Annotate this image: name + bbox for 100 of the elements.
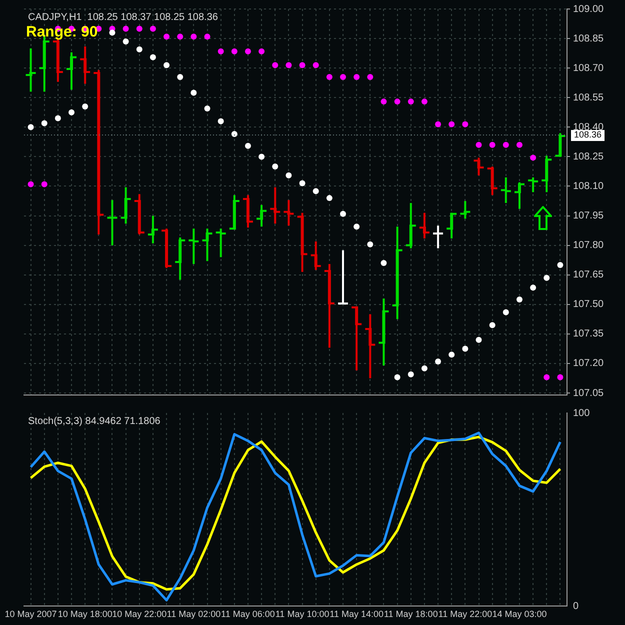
point bbox=[380, 260, 387, 266]
y-tick-label: 108.10 bbox=[573, 180, 604, 192]
point bbox=[150, 26, 156, 32]
point bbox=[286, 172, 292, 178]
point bbox=[462, 346, 468, 352]
point bbox=[516, 296, 522, 302]
point bbox=[312, 188, 319, 194]
point bbox=[299, 62, 306, 68]
point bbox=[82, 103, 88, 110]
point bbox=[557, 374, 564, 380]
point bbox=[380, 98, 387, 105]
point bbox=[408, 371, 414, 378]
point bbox=[435, 358, 442, 365]
point bbox=[204, 34, 210, 40]
point bbox=[54, 115, 61, 122]
point bbox=[312, 62, 319, 68]
point bbox=[394, 98, 400, 105]
x-tick-label: 11 May 10:00 bbox=[275, 609, 330, 620]
point bbox=[150, 54, 156, 60]
x-tick-label: 14 May 03:00 bbox=[492, 609, 547, 620]
point bbox=[136, 26, 142, 32]
y-tick-label: 108.70 bbox=[573, 62, 604, 74]
point bbox=[557, 262, 564, 268]
y-tick-label: 108.25 bbox=[573, 151, 604, 162]
point bbox=[164, 62, 170, 68]
point bbox=[421, 98, 428, 105]
point bbox=[489, 142, 496, 148]
point bbox=[272, 62, 278, 68]
point bbox=[326, 74, 332, 80]
point bbox=[177, 34, 184, 40]
point bbox=[122, 26, 129, 32]
point bbox=[530, 284, 536, 291]
annotation: Range: 90 bbox=[26, 24, 98, 41]
y-tick-label: 109.00 bbox=[573, 4, 604, 15]
point bbox=[41, 120, 48, 126]
point bbox=[28, 181, 34, 188]
x-tick-label: 11 May 14:00 bbox=[330, 609, 384, 620]
point bbox=[476, 336, 482, 343]
y-tick-label: 107.95 bbox=[573, 210, 604, 222]
point bbox=[340, 210, 346, 217]
point bbox=[231, 131, 238, 138]
point bbox=[28, 124, 34, 130]
y-tick-label: 107.35 bbox=[573, 328, 604, 340]
point bbox=[367, 74, 374, 80]
point bbox=[164, 34, 170, 40]
point bbox=[109, 30, 116, 36]
y-tick-label: 0 bbox=[573, 600, 579, 612]
x-tick-label: 10 May 22:00 bbox=[112, 609, 167, 620]
point bbox=[408, 98, 414, 105]
x-tick-label: 10 May 2007 bbox=[4, 609, 57, 620]
y-tick-label: 107.65 bbox=[573, 270, 604, 281]
y-tick-label: 107.80 bbox=[573, 240, 604, 252]
x-tick-label: 10 May 18:00 bbox=[58, 609, 112, 620]
chart-title: CADJPY,H1 108.25 108.37 108.25 108.36 bbox=[28, 12, 218, 23]
point bbox=[258, 154, 265, 160]
point bbox=[218, 48, 224, 54]
point bbox=[462, 121, 468, 128]
point bbox=[516, 142, 522, 148]
point bbox=[244, 48, 251, 54]
point bbox=[435, 121, 442, 128]
point bbox=[299, 180, 306, 186]
point bbox=[68, 109, 75, 116]
x-tick-label: 11 May 22:00 bbox=[438, 609, 492, 620]
point bbox=[136, 46, 142, 52]
point bbox=[530, 154, 536, 161]
y-tick-label: 107.20 bbox=[573, 358, 604, 370]
point bbox=[421, 365, 428, 372]
point bbox=[41, 181, 48, 188]
point bbox=[190, 90, 197, 96]
point bbox=[394, 374, 400, 380]
point bbox=[286, 62, 292, 68]
point bbox=[204, 105, 210, 112]
point bbox=[326, 195, 332, 202]
point bbox=[177, 74, 184, 80]
y-tick-label: 108.85 bbox=[573, 33, 604, 44]
point bbox=[448, 121, 455, 128]
point bbox=[244, 142, 251, 149]
y-tick-label: 108.55 bbox=[573, 92, 604, 104]
point bbox=[122, 38, 129, 44]
y-tick-label: 107.50 bbox=[573, 299, 604, 310]
point bbox=[340, 74, 346, 80]
point bbox=[544, 274, 550, 281]
point bbox=[354, 224, 360, 230]
point bbox=[476, 142, 482, 148]
chart-title: Stoch(5,3,3) 84.9462 71.1806 bbox=[28, 416, 161, 427]
point bbox=[489, 322, 496, 328]
x-tick-label: 11 May 02:00 bbox=[166, 609, 221, 620]
x-tick-label: 11 May 06:00 bbox=[221, 609, 275, 620]
point bbox=[448, 352, 455, 358]
point bbox=[367, 241, 374, 248]
point bbox=[190, 34, 197, 40]
point bbox=[231, 48, 238, 54]
point bbox=[354, 74, 360, 80]
y-tick-label: 107.05 bbox=[573, 388, 604, 399]
point bbox=[258, 48, 265, 54]
point bbox=[502, 309, 509, 316]
x-tick-label: 11 May 18:00 bbox=[384, 609, 438, 620]
point bbox=[544, 374, 550, 380]
point bbox=[272, 164, 278, 170]
point bbox=[502, 142, 509, 148]
